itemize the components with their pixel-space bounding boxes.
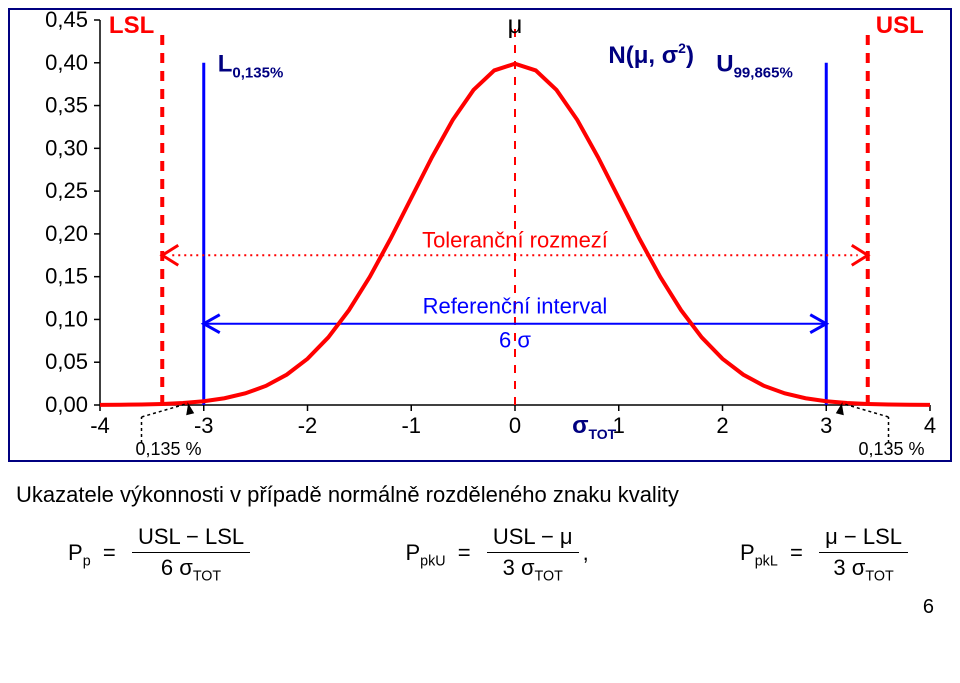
svg-text:0,00: 0,00: [45, 392, 88, 417]
svg-text:2: 2: [716, 413, 728, 438]
svg-text:0,35: 0,35: [45, 93, 88, 118]
svg-text:0,135 %: 0,135 %: [859, 439, 925, 459]
pkl-num: μ − LSL: [819, 524, 908, 553]
svg-text:0,15: 0,15: [45, 264, 88, 289]
svg-text:-3: -3: [194, 413, 214, 438]
svg-text:0,05: 0,05: [45, 349, 88, 374]
pp-num: USL − LSL: [132, 524, 250, 553]
svg-text:N(μ, σ2): N(μ, σ2): [608, 40, 694, 69]
pku-lhs-sub: pkU: [420, 553, 445, 569]
pkl-den: 3 σ: [833, 555, 865, 580]
svg-text:0: 0: [509, 413, 521, 438]
caption: Ukazatele výkonnosti v případě normálně …: [16, 482, 952, 508]
pp-den: 6 σ: [161, 555, 193, 580]
formulas-row: Pp = USL − LSL 6 σTOT PpkU = USL − μ 3 σ…: [8, 524, 952, 596]
pku-lhs: P: [405, 540, 420, 565]
svg-text:4: 4: [924, 413, 936, 438]
svg-text:0,25: 0,25: [45, 178, 88, 203]
normal-distribution-chart: 0,00 0,05 0,10 0,15 0,20 0,25 0,30 0,35 0,40 0,45…: [10, 10, 950, 460]
pp-den-sub: TOT: [193, 568, 221, 584]
svg-text:3: 3: [820, 413, 832, 438]
svg-text:0,30: 0,30: [45, 135, 88, 160]
pp-lhs-sub: p: [83, 553, 91, 569]
svg-text:L0,135%: L0,135%: [218, 50, 284, 81]
formula-pku: PpkU = USL − μ 3 σTOT ,: [405, 524, 588, 584]
chart-frame: 0,00 0,05 0,10 0,15 0,20 0,25 0,30 0,35 0,40 0,45…: [8, 8, 952, 462]
formula-pkl: PpkL = μ − LSL 3 σTOT: [740, 524, 912, 584]
svg-text:-4: -4: [90, 413, 110, 438]
svg-text:USL: USL: [876, 12, 924, 39]
svg-text:0,135 %: 0,135 %: [136, 439, 202, 459]
svg-text:U99,865%: U99,865%: [716, 50, 793, 81]
svg-text:μ: μ: [508, 10, 523, 39]
svg-text:Toleranční rozmezí: Toleranční rozmezí: [422, 227, 608, 252]
svg-text:0,20: 0,20: [45, 221, 88, 246]
pkl-lhs: P: [740, 540, 755, 565]
pku-tail: ,: [583, 540, 589, 565]
pkl-lhs-sub: pkL: [755, 553, 778, 569]
svg-text:Referenční interval: Referenční interval: [423, 294, 608, 319]
svg-text:-2: -2: [298, 413, 318, 438]
pku-den: 3 σ: [503, 555, 535, 580]
svg-text:0,10: 0,10: [45, 306, 88, 331]
pku-den-sub: TOT: [535, 568, 563, 584]
svg-text:σTOT: σTOT: [572, 412, 617, 442]
svg-text:0,45: 0,45: [45, 10, 88, 32]
svg-text:LSL: LSL: [109, 12, 154, 39]
formula-pp: Pp = USL − LSL 6 σTOT: [68, 524, 254, 584]
pku-num: USL − μ: [487, 524, 579, 553]
svg-text:0,40: 0,40: [45, 50, 88, 75]
page-number: 6: [8, 596, 952, 619]
svg-text:6 σ: 6 σ: [499, 328, 531, 353]
pp-lhs: P: [68, 540, 83, 565]
pkl-den-sub: TOT: [865, 568, 893, 584]
svg-text:-1: -1: [401, 413, 421, 438]
